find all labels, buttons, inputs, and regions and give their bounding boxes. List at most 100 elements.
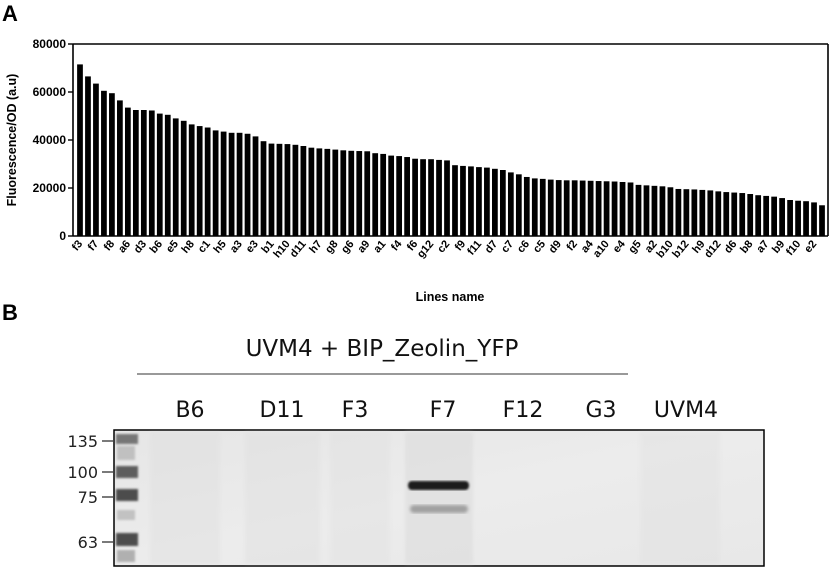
bar — [539, 178, 546, 236]
x-tick-label: b6 — [148, 238, 165, 256]
bar — [412, 158, 418, 236]
bar — [300, 146, 307, 236]
lane-label-g3: G3 — [585, 398, 616, 423]
bar — [779, 198, 785, 236]
bar — [803, 201, 809, 236]
bar — [731, 192, 738, 236]
x-tick-label: a7 — [754, 238, 771, 255]
x-tick-label: f4 — [389, 238, 405, 254]
mw-marker-63: 63 — [78, 533, 98, 552]
x-tick-label: e4 — [611, 238, 629, 256]
x-tick-label: b12 — [670, 238, 691, 260]
x-tick-label: h8 — [180, 238, 197, 256]
bar — [388, 155, 395, 236]
y-tick-label: 40000 — [33, 133, 67, 147]
lane-smear — [150, 432, 220, 564]
bar — [659, 186, 666, 236]
bar — [332, 149, 339, 236]
x-tick-label: g12 — [415, 238, 436, 260]
x-tick-label: f11 — [465, 238, 484, 257]
bar — [643, 185, 650, 236]
panel-a-label: A — [2, 1, 18, 26]
protein-ladder — [116, 434, 138, 562]
bar — [819, 205, 825, 236]
bar — [611, 181, 618, 236]
bar — [683, 189, 690, 236]
bar — [340, 150, 347, 236]
x-tick-label: h7 — [307, 238, 324, 256]
x-tick-label: a9 — [355, 238, 372, 255]
bar — [515, 174, 522, 236]
bar — [635, 184, 642, 236]
panel-b-label: B — [2, 300, 18, 325]
lane-label-b6: B6 — [175, 398, 204, 423]
lane-labels: B6 D11 F3 F7 F12 G3 UVM4 — [175, 398, 718, 423]
bar — [117, 100, 123, 237]
bar — [348, 150, 355, 236]
y-ticks: 0 20000 40000 60000 80000 — [33, 37, 73, 243]
bar — [85, 76, 91, 237]
bar — [523, 176, 530, 236]
bar — [699, 189, 706, 236]
bar — [563, 180, 570, 236]
x-tick-label: a1 — [371, 238, 388, 255]
x-tick-label: g8 — [323, 238, 340, 256]
bar — [101, 90, 107, 236]
lane-label-uvm4: UVM4 — [654, 398, 718, 423]
bar — [428, 159, 434, 236]
bar — [763, 195, 770, 236]
bar — [109, 93, 115, 236]
bar — [260, 141, 267, 236]
bar — [404, 157, 410, 236]
bar — [77, 64, 83, 237]
bar — [236, 132, 243, 236]
bar — [715, 191, 722, 236]
bar — [484, 167, 490, 236]
bar — [787, 200, 793, 236]
bar — [196, 126, 203, 236]
x-tick-label: b9 — [770, 238, 787, 256]
x-tick-label: c7 — [499, 238, 516, 255]
bar — [396, 156, 403, 236]
lane-smear — [245, 432, 320, 564]
x-tick-label: d3 — [132, 238, 149, 256]
x-tick-label: c6 — [515, 238, 532, 255]
x-tick-label: e5 — [164, 238, 181, 255]
bar — [204, 127, 211, 236]
bar — [691, 189, 698, 236]
bar — [795, 200, 801, 236]
bar — [492, 168, 498, 236]
bar — [651, 185, 658, 236]
bar — [452, 165, 458, 236]
bar — [244, 133, 251, 236]
bar — [603, 181, 610, 236]
bar — [372, 153, 379, 236]
bar — [547, 179, 554, 236]
x-tick-label: d7 — [483, 238, 500, 256]
x-tick-label: f7 — [86, 238, 101, 253]
x-tick-label: a3 — [228, 238, 245, 255]
x-tick-label: g6 — [339, 238, 356, 256]
x-axis-title: Lines name — [416, 290, 485, 304]
bar — [587, 180, 594, 236]
bar — [811, 202, 817, 236]
bar — [212, 130, 219, 236]
x-tick-label: c5 — [531, 238, 548, 255]
bar — [284, 144, 291, 236]
bar — [444, 160, 450, 236]
bar — [228, 132, 235, 236]
bar — [747, 194, 754, 236]
x-tick-label: f10 — [784, 238, 803, 258]
x-tick-label: b8 — [738, 238, 755, 256]
bar — [476, 167, 482, 236]
bar — [675, 188, 682, 236]
lane-label-f12: F12 — [503, 398, 544, 423]
x-tick-label: d9 — [547, 238, 564, 256]
bar — [627, 182, 634, 236]
f7-band-faint — [410, 505, 468, 513]
x-tick-label: d11 — [288, 238, 309, 260]
x-tick-label: d12 — [702, 238, 723, 260]
y-tick-label: 80000 — [33, 37, 67, 51]
bar — [667, 187, 674, 236]
lane-smear — [330, 432, 390, 564]
